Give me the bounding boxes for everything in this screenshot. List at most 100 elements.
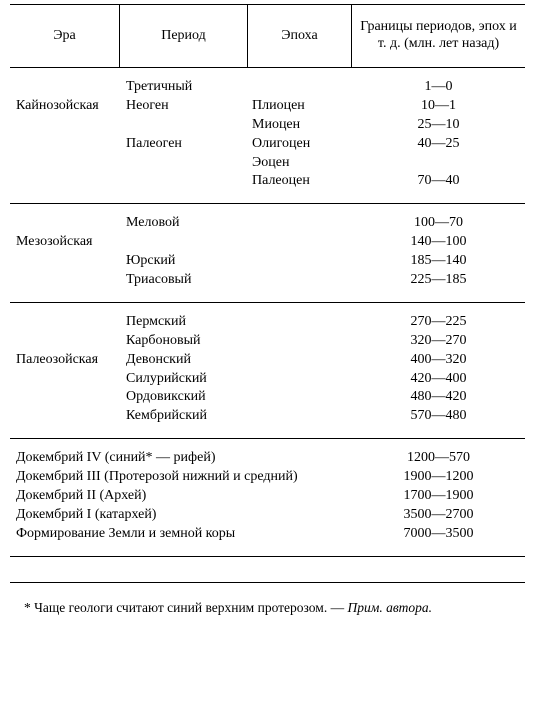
era-section: Третичный1—0КайнозойскаяНеогенПлиоцен10—… xyxy=(10,68,525,204)
cell-time: 25—10 xyxy=(352,116,525,135)
cell-era xyxy=(10,135,120,154)
era-section: Меловой 100—70 Мезозойская 140—100 Юрский 185… xyxy=(10,204,525,303)
precambrian-time: 1900—1200 xyxy=(352,468,525,487)
cell-era xyxy=(10,154,120,173)
header-epoch: Эпоха xyxy=(248,5,352,67)
eras-container: Третичный1—0КайнозойскаяНеогенПлиоцен10—… xyxy=(10,68,525,439)
precambrian-row: Докембрий III (Протерозой нижний и средн… xyxy=(10,468,525,487)
cell-era: Мезозойская xyxy=(10,233,120,252)
header-period: Период xyxy=(120,5,248,67)
cell-era xyxy=(10,388,120,407)
cell-epoch: Плиоцен xyxy=(248,97,352,116)
cell-epoch xyxy=(248,351,352,370)
cell-era: Кайнозойская xyxy=(10,97,120,116)
table-row: Миоцен25—10 xyxy=(10,116,525,135)
precambrian-row: Формирование Земли и земной коры7000—350… xyxy=(10,525,525,544)
table-row: Меловой 100—70 xyxy=(10,214,525,233)
precambrian-label: Докембрий II (Архей) xyxy=(10,487,352,506)
table-row: Юрский 185—140 xyxy=(10,252,525,271)
cell-time: 400—320 xyxy=(352,351,525,370)
cell-time: 480—420 xyxy=(352,388,525,407)
cell-period: Палеоген xyxy=(120,135,248,154)
cell-epoch: Олигоцен xyxy=(248,135,352,154)
table-row: Палеоцен70—40 xyxy=(10,172,525,191)
cell-period xyxy=(120,154,248,173)
footnote: * Чаще геологи считают синий верхним про… xyxy=(10,583,525,617)
precambrian-label: Докембрий IV (синий* — рифей) xyxy=(10,449,352,468)
cell-epoch: Палеоцен xyxy=(248,172,352,191)
precambrian-time: 1200—570 xyxy=(352,449,525,468)
cell-epoch xyxy=(248,370,352,389)
footnote-attrib: Прим. автора. xyxy=(347,600,432,615)
precambrian-time: 7000—3500 xyxy=(352,525,525,544)
table-row: Карбоновый320—270 xyxy=(10,332,525,351)
cell-time: 420—400 xyxy=(352,370,525,389)
table-row: Мезозойская 140—100 xyxy=(10,233,525,252)
precambrian-section: Докембрий IV (синий* — рифей)1200—570Док… xyxy=(10,439,525,556)
cell-era xyxy=(10,214,120,233)
cell-period xyxy=(120,116,248,135)
table-row: Ордовикский 480—420 xyxy=(10,388,525,407)
cell-period xyxy=(120,172,248,191)
cell-period: Силурийский xyxy=(120,370,248,389)
table-row: Силурийский 420—400 xyxy=(10,370,525,389)
cell-period: Карбоновый xyxy=(120,332,248,351)
cell-period: Третичный xyxy=(120,78,248,97)
cell-epoch xyxy=(248,252,352,271)
cell-era xyxy=(10,370,120,389)
cell-time: 40—25 xyxy=(352,135,525,154)
cell-era xyxy=(10,116,120,135)
cell-period xyxy=(120,233,248,252)
cell-era xyxy=(10,252,120,271)
table-row: Кембрийский 570—480 xyxy=(10,407,525,426)
cell-era xyxy=(10,313,120,332)
header-era: Эра xyxy=(10,5,120,67)
cell-epoch xyxy=(248,271,352,290)
cell-epoch: Миоцен xyxy=(248,116,352,135)
cell-epoch xyxy=(248,388,352,407)
table-header: Эра Период Эпоха Границы периодов, эпох … xyxy=(10,4,525,68)
table-row: Триасовый 225—185 xyxy=(10,271,525,290)
cell-period: Кембрийский xyxy=(120,407,248,426)
table-row: Пермский270—225 xyxy=(10,313,525,332)
era-section: Пермский270—225Карбоновый320—270Палеозой… xyxy=(10,303,525,439)
cell-time: 225—185 xyxy=(352,271,525,290)
bottom-rule-row xyxy=(10,557,525,583)
cell-era xyxy=(10,271,120,290)
table-row: Эоцен xyxy=(10,154,525,173)
cell-epoch xyxy=(248,233,352,252)
cell-period: Меловой xyxy=(120,214,248,233)
cell-epoch: Эоцен xyxy=(248,154,352,173)
cell-epoch xyxy=(248,214,352,233)
cell-period: Ордовикский xyxy=(120,388,248,407)
cell-time: 185—140 xyxy=(352,252,525,271)
table-row: ПалеозойскаяДевонский400—320 xyxy=(10,351,525,370)
cell-epoch xyxy=(248,332,352,351)
cell-time: 140—100 xyxy=(352,233,525,252)
precambrian-row: Докембрий II (Архей)1700—1900 xyxy=(10,487,525,506)
cell-period: Юрский xyxy=(120,252,248,271)
precambrian-time: 3500—2700 xyxy=(352,506,525,525)
cell-epoch xyxy=(248,313,352,332)
cell-era: Палеозойская xyxy=(10,351,120,370)
table-row: КайнозойскаяНеогенПлиоцен10—1 xyxy=(10,97,525,116)
precambrian-label: Докембрий I (катархей) xyxy=(10,506,352,525)
cell-time: 10—1 xyxy=(352,97,525,116)
cell-time: 570—480 xyxy=(352,407,525,426)
table-row: ПалеогенОлигоцен40—25 xyxy=(10,135,525,154)
header-time: Границы периодов, эпох и т. д. (млн. лет… xyxy=(352,5,525,67)
cell-period: Неоген xyxy=(120,97,248,116)
cell-time: 1—0 xyxy=(352,78,525,97)
precambrian-label: Докембрий III (Протерозой нижний и средн… xyxy=(10,468,352,487)
cell-time: 270—225 xyxy=(352,313,525,332)
cell-time: 70—40 xyxy=(352,172,525,191)
cell-epoch xyxy=(248,407,352,426)
cell-era xyxy=(10,407,120,426)
cell-era xyxy=(10,332,120,351)
cell-era xyxy=(10,172,120,191)
cell-time: 100—70 xyxy=(352,214,525,233)
cell-period: Триасовый xyxy=(120,271,248,290)
precambrian-row: Докембрий IV (синий* — рифей)1200—570 xyxy=(10,449,525,468)
footnote-marker: * xyxy=(24,600,31,615)
cell-epoch xyxy=(248,78,352,97)
